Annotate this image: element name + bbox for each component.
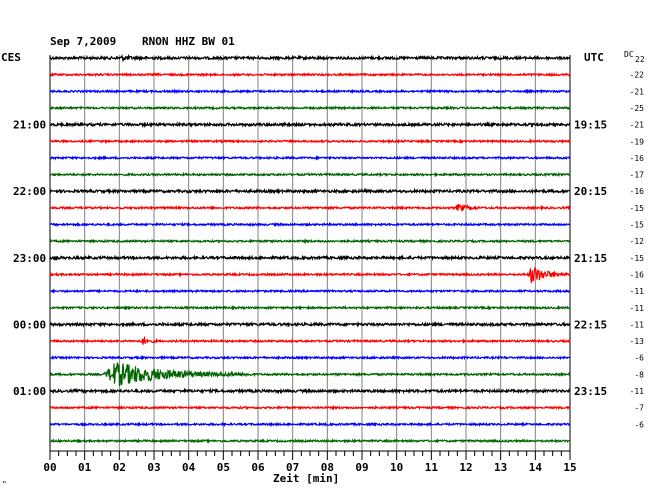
x-tick-label: 15 <box>563 461 576 474</box>
x-tick-label: 10 <box>390 461 403 474</box>
x-tick-label: 12 <box>459 461 472 474</box>
seismic-trace <box>49 88 571 95</box>
grid <box>49 55 571 451</box>
dc-offset-value: -16 <box>630 270 645 279</box>
seismic-trace <box>49 71 571 78</box>
seismic-trace <box>49 238 571 245</box>
dc-offset-value: -16 <box>630 154 645 163</box>
seismic-trace <box>49 254 571 262</box>
x-tick-label: 01 <box>78 461 92 474</box>
dc-offset-value: -6 <box>634 420 644 429</box>
seismic-trace <box>49 320 571 328</box>
dc-offsets: -22 -21 -25 -21 -19 -16 -17 -16 -15 -15 -12 -15 -16 -… <box>630 71 645 430</box>
right-hour-label: 22:15 <box>574 318 607 331</box>
seismic-trace <box>49 53 571 63</box>
dc-offset-value: -15 <box>630 204 645 213</box>
x-tick-label: 03 <box>147 461 160 474</box>
left-hour-label: 21:00 <box>13 119 46 132</box>
seismic-trace <box>49 362 571 387</box>
seismic-trace <box>49 187 571 195</box>
seismic-trace <box>49 203 571 213</box>
dc-offset-value: -12 <box>630 237 645 246</box>
traces <box>49 53 571 444</box>
corner-mark: " <box>2 480 7 489</box>
seismic-trace <box>49 266 571 284</box>
dc-offset-value: -8 <box>634 370 644 379</box>
dc-header-label: DC <box>624 50 634 59</box>
seismic-trace <box>49 154 571 161</box>
dc-offset-value: -21 <box>630 121 645 130</box>
dc-offset-value: -15 <box>630 254 645 263</box>
dc-offset-value: -21 <box>630 87 645 96</box>
left-timezone-label: CES <box>1 51 21 64</box>
dc-header-sub: 22 <box>635 55 645 64</box>
seismic-trace <box>49 120 571 129</box>
x-tick-label: 05 <box>217 461 230 474</box>
seismic-trace <box>49 404 571 411</box>
dc-offset-value: -11 <box>630 387 645 396</box>
right-hour-label: 20:15 <box>574 185 607 198</box>
dc-offset-value: -6 <box>634 354 644 363</box>
seismic-trace <box>49 438 571 444</box>
x-tick-label: 02 <box>113 461 126 474</box>
seismic-trace <box>49 288 571 294</box>
x-tick-label: 04 <box>182 461 196 474</box>
right-hour-label: 23:15 <box>574 385 607 398</box>
right-hour-label: 21:15 <box>574 252 607 265</box>
dc-offset-value: -11 <box>630 320 645 329</box>
dc-offset-value: -22 <box>630 71 645 80</box>
dc-offset-value: -13 <box>630 337 645 346</box>
dc-offset-value: -7 <box>634 404 644 413</box>
hour-labels: 21:00 22:00 23:00 00:00 01:00 19:15 20:15 21:15… <box>13 119 607 398</box>
seismic-trace <box>49 171 571 178</box>
right-timezone-label: UTC <box>584 51 604 64</box>
seismic-trace <box>49 421 571 428</box>
left-hour-label: 01:00 <box>13 385 46 398</box>
x-axis-title: Zeit [min] <box>273 472 339 485</box>
x-tick-label: 09 <box>355 461 368 474</box>
left-hour-label: 22:00 <box>13 185 46 198</box>
dc-offset-value: -11 <box>630 287 645 296</box>
dc-offset-value: -25 <box>630 104 645 113</box>
seismic-trace <box>49 105 571 111</box>
seismic-trace <box>49 387 571 395</box>
dc-offset-value: -19 <box>630 137 645 146</box>
x-tick-label: 11 <box>425 461 439 474</box>
chart-station: RNON HHZ BW 01 <box>142 35 235 48</box>
dc-offset-value: -16 <box>630 187 645 196</box>
left-hour-label: 00:00 <box>13 318 46 331</box>
x-tick-label: 07 <box>286 461 299 474</box>
left-hour-label: 23:00 <box>13 252 46 265</box>
dc-offset-value: -15 <box>630 221 645 230</box>
seismic-trace <box>49 354 571 361</box>
dc-offset-value: -11 <box>630 304 645 313</box>
dc-offset-value: -17 <box>630 171 645 180</box>
right-hour-label: 19:15 <box>574 119 607 132</box>
x-tick-label: 06 <box>251 461 265 474</box>
x-axis: 00 01 02 03 04 05 06 07 08 09 10 11 12 13 14 15 <box>43 450 577 474</box>
x-tick-label: 08 <box>321 461 334 474</box>
seismic-trace <box>49 335 571 345</box>
chart-date: Sep 7,2009 <box>50 35 116 48</box>
seismic-trace <box>49 138 571 145</box>
seismic-trace <box>49 221 571 228</box>
x-tick-label: 14 <box>529 461 543 474</box>
x-tick-label: 13 <box>494 461 507 474</box>
x-tick-label: 00 <box>43 461 56 474</box>
seismic-trace <box>49 304 571 311</box>
